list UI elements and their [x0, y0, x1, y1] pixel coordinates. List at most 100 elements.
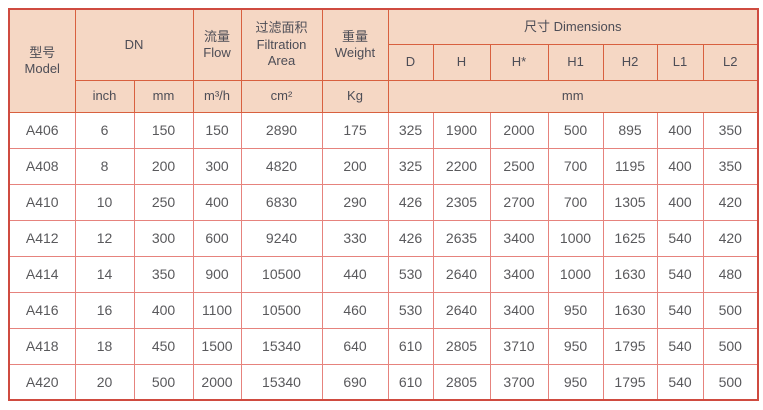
header-model-en: Model [24, 60, 60, 76]
value-cell: 1195 [602, 147, 658, 185]
value-cell: 175 [321, 111, 389, 149]
header-weight: 重量 Weight [321, 8, 389, 81]
value-cell: 3400 [489, 291, 549, 329]
value-cell: 950 [547, 327, 604, 365]
value-cell: 480 [702, 255, 759, 293]
value-cell: 500 [702, 291, 759, 329]
header-row-3: inch mm m³/h cm² Kg mm [9, 79, 759, 113]
model-cell: A408 [8, 147, 76, 185]
value-cell: 10500 [240, 291, 323, 329]
table-body: A406 6 150 150 2890 175 325 1900 2000 500 895 400 35… [8, 111, 759, 401]
value-cell: 14 [74, 255, 135, 293]
value-cell: 500 [133, 363, 194, 401]
value-cell: 8 [74, 147, 135, 185]
unit-dimensions-mm: mm [387, 79, 759, 113]
value-cell: 2640 [432, 255, 491, 293]
value-cell: 6 [74, 111, 135, 149]
value-cell: 610 [387, 327, 434, 365]
value-cell: 325 [387, 147, 434, 185]
value-cell: 20 [74, 363, 135, 401]
header-dim-h-star: H* [489, 43, 549, 81]
model-cell: A412 [8, 219, 76, 257]
value-cell: 2635 [432, 219, 491, 257]
header-row-2: D H H* H1 H2 L1 L2 [9, 43, 759, 81]
value-cell: 1000 [547, 219, 604, 257]
value-cell: 15340 [240, 327, 323, 365]
header-dim-h2: H2 [602, 43, 658, 81]
value-cell: 3710 [489, 327, 549, 365]
value-cell: 350 [702, 147, 759, 185]
unit-area: cm² [240, 79, 323, 113]
table-row: A410 10 250 400 6830 290 426 2305 2700 700 1305 400… [8, 183, 759, 221]
value-cell: 426 [387, 219, 434, 257]
value-cell: 1900 [432, 111, 491, 149]
model-cell: A420 [8, 363, 76, 401]
value-cell: 530 [387, 291, 434, 329]
value-cell: 1630 [602, 255, 658, 293]
specification-table: 型号 Model DN 流量 Flow 过滤面积 Filtration Area… [8, 8, 759, 401]
value-cell: 350 [133, 255, 194, 293]
value-cell: 300 [192, 147, 242, 185]
header-flow-en: Flow [203, 44, 231, 60]
value-cell: 2000 [192, 363, 242, 401]
value-cell: 6830 [240, 183, 323, 221]
table-row: A412 12 300 600 9240 330 426 2635 3400 1000 1625 54… [8, 219, 759, 257]
value-cell: 1500 [192, 327, 242, 365]
value-cell: 400 [133, 291, 194, 329]
header-dn: DN [74, 8, 194, 81]
value-cell: 895 [602, 111, 658, 149]
unit-mm: mm [133, 79, 194, 113]
model-cell: A406 [8, 111, 76, 149]
value-cell: 460 [321, 291, 389, 329]
header-weight-zh: 重量 [341, 28, 368, 44]
value-cell: 4820 [240, 147, 323, 185]
value-cell: 540 [656, 291, 704, 329]
header-weight-en: Weight [334, 44, 376, 60]
header-dim-h: H [432, 43, 491, 81]
value-cell: 200 [321, 147, 389, 185]
value-cell: 10500 [240, 255, 323, 293]
value-cell: 16 [74, 291, 135, 329]
table-header: 型号 Model DN 流量 Flow 过滤面积 Filtration Area… [8, 8, 759, 113]
value-cell: 500 [702, 327, 759, 365]
header-flow: 流量 Flow [192, 8, 242, 81]
value-cell: 530 [387, 255, 434, 293]
value-cell: 9240 [240, 219, 323, 257]
value-cell: 2890 [240, 111, 323, 149]
value-cell: 1795 [602, 327, 658, 365]
value-cell: 500 [547, 111, 604, 149]
table-row: A408 8 200 300 4820 200 325 2200 2500 700 1195 400 3… [8, 147, 759, 185]
value-cell: 690 [321, 363, 389, 401]
value-cell: 700 [547, 183, 604, 221]
table-row: A416 16 400 1100 10500 460 530 2640 3400 950 1630 5… [8, 291, 759, 329]
value-cell: 2500 [489, 147, 549, 185]
value-cell: 18 [74, 327, 135, 365]
value-cell: 420 [702, 219, 759, 257]
model-cell: A418 [8, 327, 76, 365]
unit-inch: inch [74, 79, 135, 113]
value-cell: 3700 [489, 363, 549, 401]
header-dim-d: D [387, 43, 434, 81]
value-cell: 540 [656, 327, 704, 365]
value-cell: 1305 [602, 183, 658, 221]
value-cell: 400 [656, 147, 704, 185]
value-cell: 2200 [432, 147, 491, 185]
table-row: A414 14 350 900 10500 440 530 2640 3400 1000 1630 5… [8, 255, 759, 293]
value-cell: 540 [656, 363, 704, 401]
header-filtration-en: Filtration Area [256, 36, 307, 68]
value-cell: 450 [133, 327, 194, 365]
header-dim-h1: H1 [547, 43, 604, 81]
value-cell: 610 [387, 363, 434, 401]
value-cell: 400 [656, 183, 704, 221]
value-cell: 950 [547, 363, 604, 401]
value-cell: 700 [547, 147, 604, 185]
value-cell: 150 [133, 111, 194, 149]
value-cell: 1000 [547, 255, 604, 293]
header-flow-zh: 流量 [203, 28, 230, 44]
value-cell: 325 [387, 111, 434, 149]
value-cell: 640 [321, 327, 389, 365]
value-cell: 2700 [489, 183, 549, 221]
header-dim-l2: L2 [702, 43, 759, 81]
value-cell: 900 [192, 255, 242, 293]
